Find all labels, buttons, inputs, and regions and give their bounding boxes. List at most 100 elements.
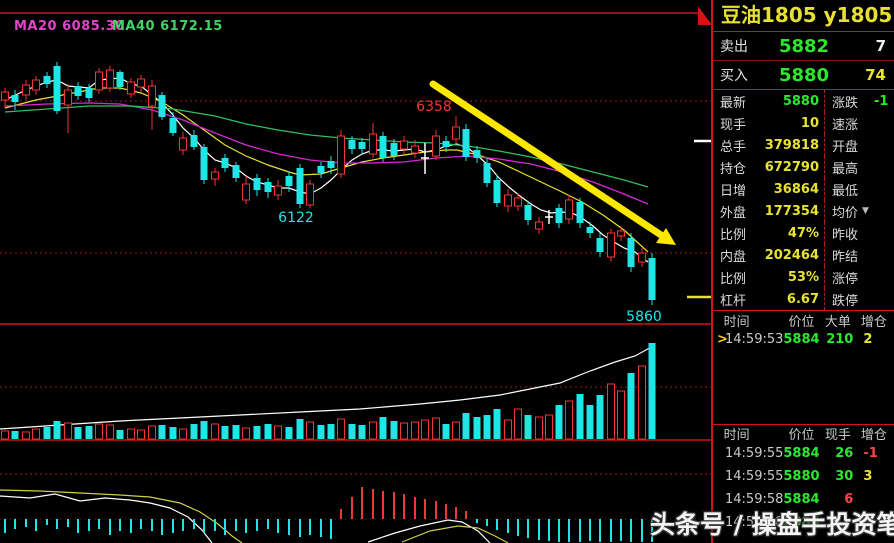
volume-bar xyxy=(211,423,219,440)
volume-bar xyxy=(421,419,429,440)
candle-body xyxy=(11,95,19,102)
candle-body xyxy=(627,238,635,267)
volume-bar xyxy=(200,421,208,439)
candle-body xyxy=(43,76,51,84)
candle-body xyxy=(483,163,491,183)
volume-bar xyxy=(504,419,512,440)
tick-delta: 2 xyxy=(863,331,873,347)
candle-body xyxy=(473,150,481,158)
quote-row: 日增 36864 最低 xyxy=(713,178,894,200)
tick-price: 5880 xyxy=(783,469,820,484)
candle-body xyxy=(127,81,135,95)
volume-bar xyxy=(264,424,272,439)
tick-time: 14:59:58 xyxy=(725,492,784,507)
volume-bar xyxy=(545,414,553,440)
volume-bar xyxy=(337,418,345,440)
ma20-legend-label: MA20 6085.30 xyxy=(14,19,125,34)
volume-bar xyxy=(348,424,356,439)
table-row: 14:59:58 5884 xyxy=(713,511,894,534)
watermark-text: 头条号 / 操盘手投资笔记 xyxy=(650,510,894,539)
candle-body xyxy=(358,142,366,149)
volume-bar xyxy=(190,424,198,439)
tick-volume: 30 xyxy=(835,469,854,484)
quote-label-2: 涨跌 xyxy=(832,95,859,111)
candle-body xyxy=(296,168,304,204)
volume-bar xyxy=(253,426,261,439)
volume-bar xyxy=(607,383,615,440)
quote-label-2: 跌停 xyxy=(832,293,859,309)
candle-body xyxy=(1,91,9,101)
buy-label: 买入 xyxy=(720,68,748,84)
candle-body xyxy=(211,171,219,180)
volume-bar xyxy=(648,343,656,439)
quote-second-column: 涨停 xyxy=(824,266,894,288)
quote-second-column: 开盘 xyxy=(824,134,894,156)
candle-body xyxy=(95,71,103,91)
volume-bar xyxy=(493,409,501,439)
quote-row: 持仓 672790 最高 xyxy=(713,156,894,178)
candle-body xyxy=(576,202,584,223)
quote-value: 202464 xyxy=(764,247,819,263)
quote-label: 外盘 xyxy=(720,205,747,221)
volume-bar xyxy=(535,416,543,440)
volume-bar xyxy=(483,415,491,439)
volume-bar xyxy=(32,428,40,440)
quote-second-column: 最低 xyxy=(824,178,894,200)
quote-label: 现手 xyxy=(720,117,747,133)
buy-qty: 74 xyxy=(865,66,886,84)
quote-label-2: 昨结 xyxy=(832,249,859,265)
tick-delta: -1 xyxy=(863,446,878,461)
volume-bar xyxy=(232,425,240,439)
buy-quote-row: 买入 5880 74 xyxy=(713,61,894,90)
candle-body xyxy=(232,165,240,178)
volume-bar xyxy=(158,425,166,439)
quote-label-2: 速涨 xyxy=(832,117,859,133)
big-order-table: 时间 价位 大单 增仓 >14:59:53 5884 210 2 xyxy=(713,311,894,424)
table-header: 时间 价位 现手 增仓 xyxy=(723,428,887,443)
moving-average-line xyxy=(4,105,649,188)
candle-body xyxy=(390,143,398,156)
candle-body xyxy=(274,185,282,196)
tick-price: 5884 xyxy=(783,331,820,347)
buy-price: 5880 xyxy=(778,64,830,86)
volume-bar xyxy=(627,373,635,439)
candle-body xyxy=(158,95,166,117)
candle-body xyxy=(462,129,470,157)
volume-bar xyxy=(462,413,470,439)
tick-price: 5884 xyxy=(783,446,820,461)
candle-body xyxy=(317,166,325,173)
quote-label: 总手 xyxy=(720,139,747,155)
candle-body xyxy=(514,197,522,207)
candle-body xyxy=(617,230,625,237)
volume-bar xyxy=(148,425,156,440)
volume-bar xyxy=(638,365,646,440)
tick-price: 5884 xyxy=(783,492,820,507)
moving-average-line xyxy=(4,87,649,253)
chart-area[interactable]: 6358 6122 5860 MA20 6085.30 MA40 6172.15 xyxy=(0,0,711,543)
trend-arrow-head xyxy=(656,228,676,245)
avg-price-dropdown-icon[interactable]: ▼ xyxy=(862,206,869,216)
volume-bar xyxy=(285,427,293,439)
quote-label: 持仓 xyxy=(720,161,747,177)
volume-bar xyxy=(400,422,408,440)
candle-body xyxy=(221,158,229,168)
volume-bar xyxy=(127,428,135,440)
candlestick-chart-canvas[interactable]: 6358 6122 5860 xyxy=(0,0,711,543)
sell-quote-row: 卖出 5882 7 xyxy=(713,32,894,61)
candle-body xyxy=(524,205,532,220)
quote-row: 杠杆 6.67 跌停 xyxy=(713,288,894,310)
quote-grid: 最新 5880 涨跌 -1 现手 10 速涨 总手 379818 开盘 持仓 672790 最高 日增 36… xyxy=(713,90,894,310)
candle-body xyxy=(493,180,501,203)
candle-body xyxy=(264,182,272,192)
volume-bar xyxy=(411,421,419,440)
candle-body xyxy=(253,178,261,190)
quote-value: 672790 xyxy=(764,159,819,175)
candle-body xyxy=(169,118,177,133)
moving-average-line xyxy=(4,102,649,205)
quote-value: 10 xyxy=(800,115,819,131)
table-header: 时间 价位 大单 增仓 xyxy=(723,314,887,330)
tick-trade-table: 时间 价位 现手 增仓 14:59:55 5884 26 -1 14:59:55 5880 30 3 1… xyxy=(713,425,894,542)
candle-body xyxy=(116,72,124,87)
macd-line xyxy=(367,519,491,543)
quote-label-2: 最低 xyxy=(832,183,859,199)
